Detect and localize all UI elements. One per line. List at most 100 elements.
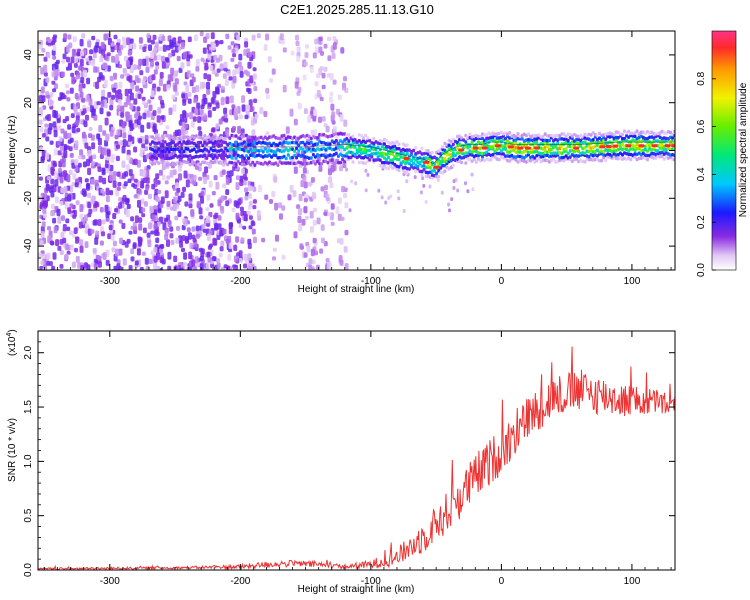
spectrogram-cell: [133, 178, 138, 183]
spectrogram-cell: [199, 81, 204, 90]
spectrogram-cell: [243, 263, 247, 269]
spectrogram-cell: [138, 37, 143, 44]
spectrogram-cell: [312, 219, 317, 226]
spectrogram-cell: [87, 40, 92, 48]
spectrogram-cell: [138, 115, 143, 120]
spectrogram-cell: [92, 207, 97, 212]
spectrogram-cell: [160, 244, 165, 249]
spectrogram-cell: [330, 164, 335, 173]
spectrogram-cell: [181, 122, 186, 127]
spectrogram-cell: [58, 136, 63, 142]
spectrogram-cell: [282, 47, 287, 53]
spectrogram-cell: [43, 64, 48, 73]
spectrogram-cell: [354, 181, 358, 186]
spectrogram-cell: [66, 226, 71, 231]
spectrogram-cell: [552, 157, 555, 161]
spectrogram-cell: [242, 180, 247, 186]
spectrogram-cell: [452, 186, 456, 190]
spectrogram-cell: [147, 239, 152, 248]
spectrogram-cell: [397, 142, 401, 146]
spectrogram-cell: [71, 48, 76, 57]
y-tick-label: 2.0: [23, 345, 34, 359]
spectrogram-x-ticks: -300 -200 -100 0 100: [44, 31, 672, 287]
spectrogram-cell: [39, 126, 44, 133]
spectrogram-cell: [129, 103, 134, 110]
spectrogram-cell: [79, 239, 84, 246]
spectrogram-cell: [67, 207, 72, 212]
spectrogram-cell: [106, 112, 111, 117]
spectrogram-cell: [59, 250, 64, 255]
spectrogram-cell: [261, 150, 265, 154]
spectrogram-cell: [209, 65, 214, 71]
spectrogram-cell: [194, 143, 198, 148]
spectrogram-cell: [163, 149, 167, 154]
spectrogram-cell: [50, 210, 55, 217]
spectrogram-cell: [298, 193, 303, 202]
spectrogram-cell: [125, 60, 130, 68]
spectrogram-cell: [199, 140, 203, 145]
spectrogram-cell: [329, 182, 334, 189]
spectrogram-cell: [95, 230, 100, 236]
spectrogram-cell: [664, 144, 671, 148]
spectrogram-cell: [69, 87, 74, 94]
spectrogram-cell: [305, 44, 310, 49]
spectrogram-cell: [222, 73, 227, 79]
spectrogram-cell: [121, 121, 126, 129]
spectrogram-cell: [136, 159, 141, 168]
spectrogram-cell: [239, 71, 244, 78]
spectrogram-cell: [63, 130, 68, 139]
spectrogram-cell: [157, 107, 162, 114]
spectrogram-cell: [183, 261, 188, 267]
spectrogram-cell: [43, 200, 48, 209]
spectrogram-cell: [403, 157, 410, 160]
spectrogram-cell: [396, 189, 400, 194]
spectrogram-cell: [120, 105, 125, 113]
spectrogram-cell: [339, 160, 342, 165]
spectrogram-cell: [249, 75, 254, 84]
spectrogram-cell: [151, 214, 156, 222]
spectrogram-cell: [103, 62, 108, 70]
spectrogram-cell: [133, 146, 138, 153]
spectrogram-cell: [474, 160, 478, 164]
spectrogram-cell: [126, 238, 131, 244]
spectrogram-cell: [293, 166, 298, 174]
spectrogram-cell: [118, 202, 123, 209]
spectrogram-cell: [364, 188, 368, 193]
spectrogram-cell: [188, 203, 193, 209]
spectrogram-cell: [219, 246, 224, 252]
spectrogram-cell: [79, 149, 84, 156]
spectrogram-cell: [316, 73, 321, 79]
spectrogram-cell: [435, 171, 439, 176]
spectrogram-cell: [251, 143, 255, 147]
spectrogram-cell: [248, 225, 253, 230]
spectrogram-cell: [150, 250, 155, 256]
spectrogram-cell: [160, 99, 164, 105]
spectrogram-cell: [71, 126, 76, 134]
spectrogram-cell: [310, 177, 315, 183]
spectrogram-cell: [176, 226, 180, 231]
snr-line-group: [38, 346, 675, 570]
spectrogram-cell: [138, 58, 143, 66]
spectrogram-cell: [190, 120, 195, 128]
spectrogram-cell: [225, 177, 230, 185]
spectrogram-cell: [629, 157, 633, 162]
spectrogram-cell: [85, 114, 89, 121]
spectrogram-cell: [196, 201, 201, 209]
spectrogram-cell: [407, 167, 411, 171]
spectrogram-cell: [302, 74, 307, 81]
spectrogram-cell: [316, 217, 321, 225]
spectrogram-cell: [448, 208, 451, 213]
spectrogram-cell: [213, 140, 217, 144]
spectrogram-cell: [183, 252, 188, 260]
spectrogram-cell: [600, 159, 604, 163]
spectrogram-cell: [212, 106, 217, 111]
spectrogram-cell: [215, 181, 220, 190]
spectrogram-cell: [98, 175, 103, 183]
spectrogram-cell: [74, 159, 79, 166]
spectrogram-cell: [53, 110, 58, 119]
spectrogram-cell: [53, 70, 58, 75]
spectrogram-cell: [451, 151, 455, 155]
spectrogram-cell: [662, 157, 666, 161]
spectrogram-cell: [330, 203, 335, 210]
spectrogram-cell: [215, 57, 220, 63]
